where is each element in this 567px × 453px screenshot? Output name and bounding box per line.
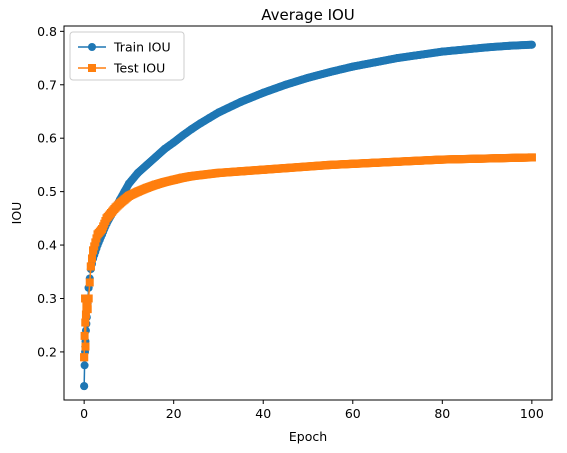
data-point: [81, 319, 89, 327]
data-point: [84, 303, 92, 311]
data-point: [81, 361, 89, 369]
legend-marker: [88, 43, 96, 51]
data-point: [88, 254, 96, 262]
chart-title: Average IOU: [261, 6, 355, 24]
y-axis: 0.2 0.3 0.4 0.5 0.6 0.7 0.8: [37, 24, 64, 360]
x-axis-label: Epoch: [289, 429, 327, 444]
series-train: [80, 41, 536, 390]
y-tick-label: 0.5: [37, 184, 57, 199]
series-test: [80, 153, 536, 361]
legend-label: Test IOU: [113, 61, 165, 76]
y-tick-label: 0.3: [37, 291, 57, 306]
x-tick-label: 20: [166, 406, 182, 421]
y-tick-label: 0.2: [37, 344, 57, 359]
x-tick-label: 0: [80, 406, 88, 421]
data-point: [80, 353, 88, 361]
x-axis: 0 20 40 60 80 100: [80, 400, 544, 421]
data-point: [528, 153, 536, 161]
data-point: [85, 294, 93, 302]
legend-marker: [88, 64, 96, 72]
data-point: [87, 262, 95, 270]
y-tick-label: 0.7: [37, 77, 57, 92]
x-tick-label: 100: [520, 406, 544, 421]
data-point: [81, 332, 89, 340]
data-point: [80, 382, 88, 390]
legend-label: Train IOU: [113, 40, 171, 55]
x-tick-label: 60: [345, 406, 361, 421]
data-point: [81, 343, 89, 351]
y-tick-label: 0.6: [37, 131, 57, 146]
legend: Train IOU Test IOU: [70, 32, 184, 80]
data-point: [528, 41, 536, 49]
x-tick-label: 40: [255, 406, 271, 421]
data-point: [86, 278, 94, 286]
plot-area: [80, 41, 536, 390]
y-axis-label: IOU: [9, 202, 24, 225]
plot-frame: [64, 26, 552, 400]
x-tick-label: 80: [434, 406, 450, 421]
series-line: [84, 45, 532, 386]
y-tick-label: 0.8: [37, 24, 57, 39]
y-tick-label: 0.4: [37, 238, 57, 253]
